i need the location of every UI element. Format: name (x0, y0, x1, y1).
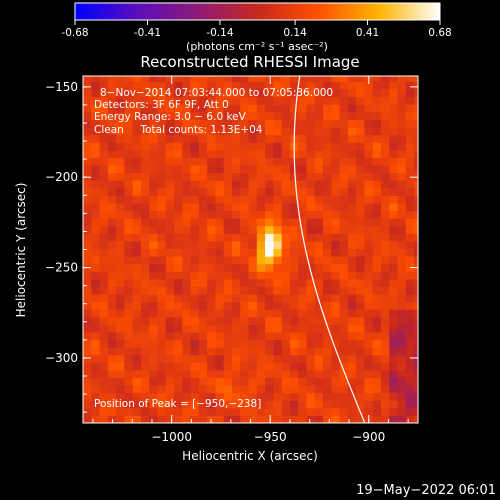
observation-info: 8−Nov−2014 07:03:44.000 to 07:05:36.000 … (94, 87, 333, 136)
colorbar-tick-label: 0.41 (356, 27, 379, 39)
y-axis-label: Heliocentric Y (arcsec) (14, 183, 28, 318)
info-line-time: 8−Nov−2014 07:03:44.000 to 07:05:36.000 (100, 87, 333, 99)
footer-timestamp: 19−May−2022 06:01 (356, 483, 496, 498)
y-tick-label: −300 (45, 351, 78, 365)
colorbar-tick-label: -0.41 (134, 27, 161, 39)
y-tick-label: −250 (45, 261, 78, 275)
chart-title: Reconstructed RHESSI Image (140, 53, 359, 71)
info-line-energy: Energy Range: 3.0 − 6.0 keV (94, 111, 247, 123)
x-tick-label: −950 (254, 430, 287, 444)
colorbar-tick-label: -0.68 (61, 27, 88, 39)
info-line-detectors: Detectors: 3F 6F 9F, Att 0 (94, 99, 229, 111)
solar-limb-curve (293, 76, 366, 423)
colorbar-tick-label: -0.14 (206, 27, 233, 39)
peak-position-label: Position of Peak = [−950,−238] (94, 398, 261, 410)
colorbar: -0.68 -0.41 -0.14 0.14 0.41 0.68 (photons cm⁻… (61, 2, 452, 53)
x-axis-label: Heliocentric X (arcsec) (182, 449, 318, 463)
y-tick-label: −150 (45, 80, 78, 94)
x-axis: −1000 −950 −900 (92, 76, 409, 444)
colorbar-unit-label: (photons cm⁻² s⁻¹ asec⁻²) (186, 40, 328, 53)
y-tick-label: −200 (45, 170, 78, 184)
x-tick-label: −1000 (151, 430, 192, 444)
x-tick-label: −900 (352, 430, 385, 444)
colorbar-tick-label: 0.14 (283, 27, 307, 39)
colorbar-ticks: -0.68 -0.41 -0.14 0.14 0.41 0.68 (61, 20, 452, 39)
colorbar-tick-label: 0.68 (428, 27, 451, 39)
colorbar-gradient (74, 2, 441, 21)
heatmap-image (83, 76, 418, 423)
y-axis: −150 −200 −250 −300 (45, 80, 418, 413)
info-line-clean: Clean Total counts: 1.13E+04 (94, 124, 263, 136)
